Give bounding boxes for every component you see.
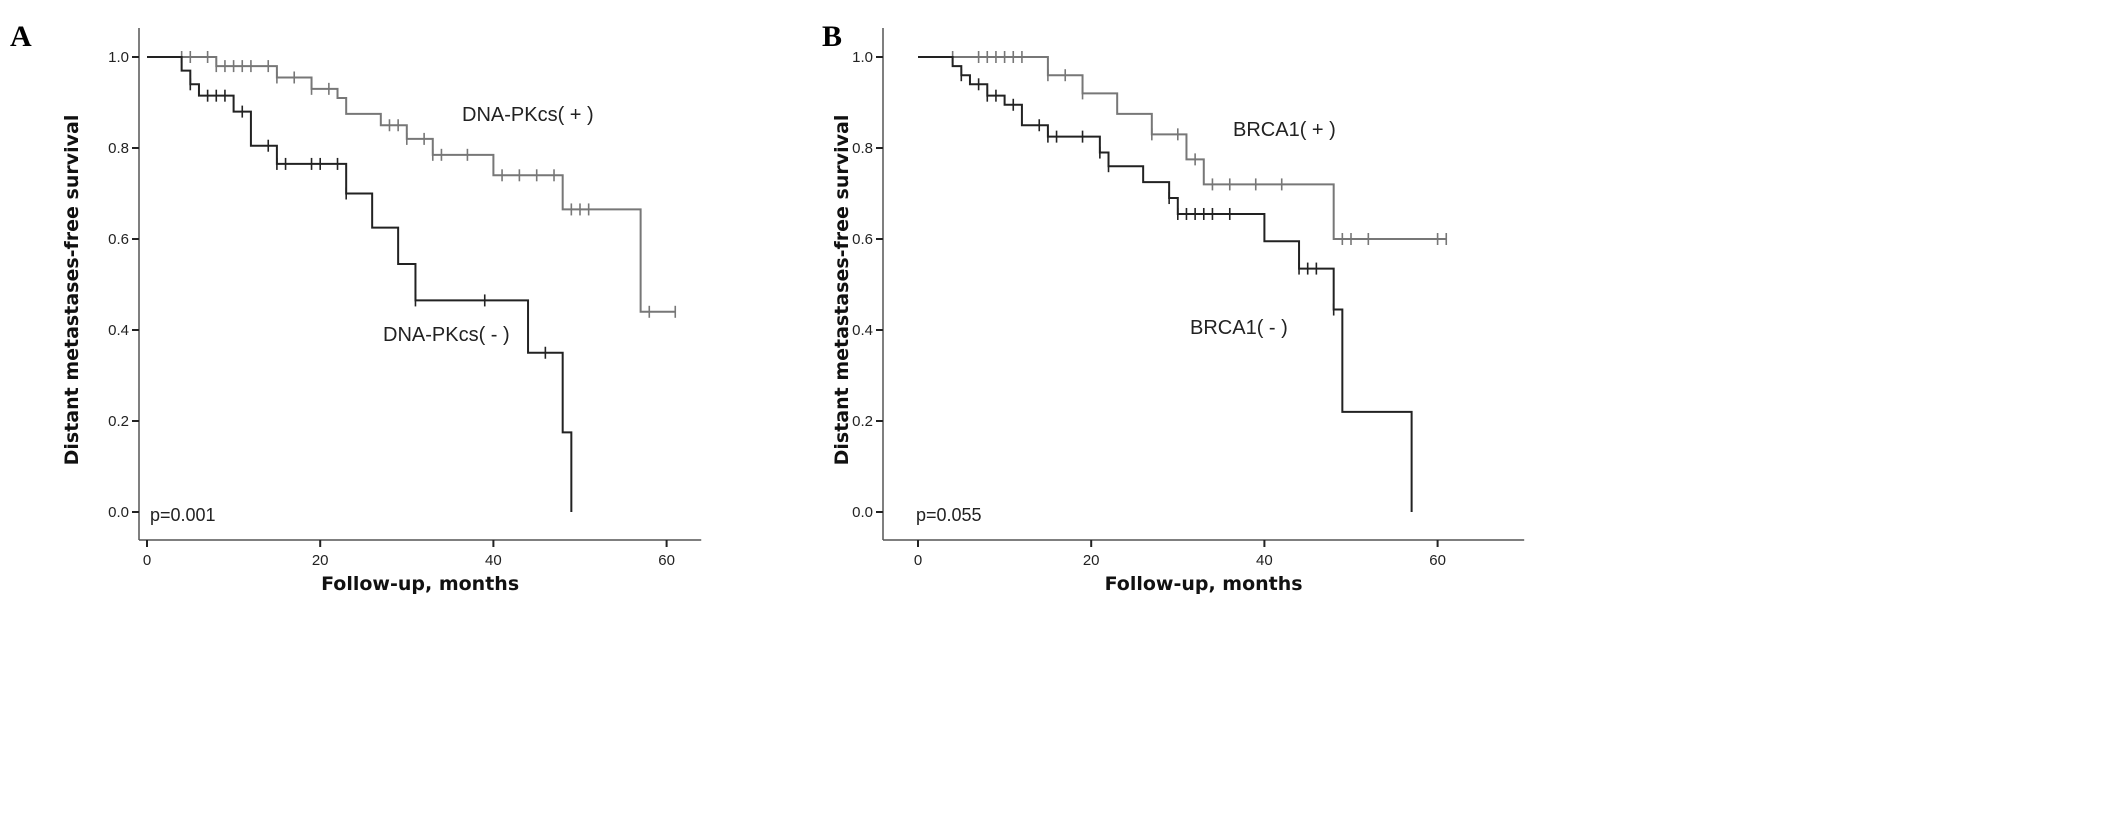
p-value: p=0.055 — [916, 505, 982, 525]
y-tick-label: 0.6 — [108, 231, 129, 248]
curve-label: DNA-PKcs( - ) — [383, 324, 510, 346]
y-tick-label: 0.8 — [108, 140, 129, 157]
x-tick-label: 20 — [1083, 552, 1100, 569]
y-axis-label: Distant metastases-free survival — [831, 115, 853, 466]
survival-curve — [918, 56, 1413, 512]
x-tick-label: 20 — [312, 552, 329, 569]
curve-label: BRCA1( + ) — [1233, 119, 1336, 141]
y-axis-label: Distant metastases-free survival — [61, 115, 83, 466]
x-tick-label: 40 — [1256, 552, 1273, 569]
y-tick-label: 0.0 — [108, 504, 129, 521]
x-axis-label: Follow-up, months — [321, 573, 519, 595]
x-tick-label: 0 — [914, 552, 922, 569]
y-tick-label: 0.8 — [852, 140, 873, 157]
y-tick-label: 0.2 — [852, 413, 873, 430]
curve-label: BRCA1( - ) — [1190, 317, 1288, 339]
y-tick-label: 0.0 — [852, 504, 873, 521]
y-tick-label: 1.0 — [108, 49, 129, 66]
panel-a: A 0.0 0.2 0.4 0.6 0.8 1.0 0 20 40 60 Follow-up, mon… — [10, 20, 702, 595]
x-tick-label: 60 — [658, 552, 675, 569]
y-tick-label: 1.0 — [852, 49, 873, 66]
p-value: p=0.001 — [150, 505, 216, 525]
y-tick-label: 0.2 — [108, 413, 129, 430]
survival-curve — [147, 56, 573, 512]
y-tick-label: 0.4 — [108, 322, 129, 339]
y-tick-label: 0.4 — [852, 322, 873, 339]
panel-letter: B — [822, 20, 842, 53]
x-tick-label: 0 — [143, 552, 151, 569]
x-tick-label: 60 — [1429, 552, 1446, 569]
curve-label: DNA-PKcs( + ) — [462, 104, 594, 126]
survival-curve — [918, 56, 1447, 240]
x-tick-label: 40 — [485, 552, 502, 569]
x-axis-label: Follow-up, months — [1105, 573, 1303, 595]
panel-letter: A — [10, 20, 32, 53]
y-tick-label: 0.6 — [852, 231, 873, 248]
panel-b: B 0.0 0.2 0.4 0.6 0.8 1.0 0 20 40 60 Follow-up, mon… — [822, 20, 1525, 595]
